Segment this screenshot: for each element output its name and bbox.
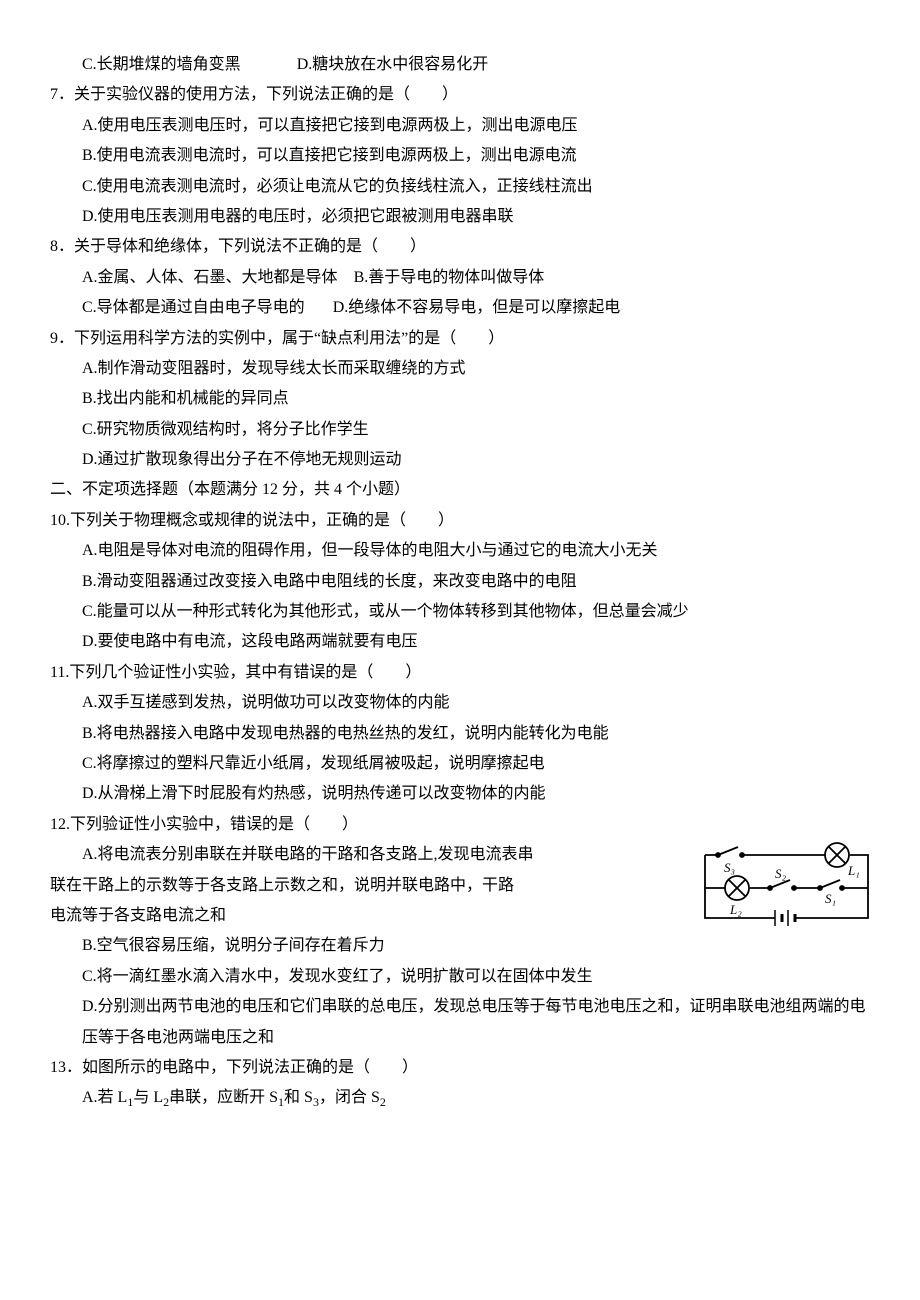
q11-optb: B.将电热器接入电路中发现电热器的电热丝热的发红，说明内能转化为电能 xyxy=(50,719,870,749)
q7-optd: D.使用电压表测用电器的电压时，必须把它跟被测用电器串联 xyxy=(50,202,870,232)
q11-optc: C.将摩擦过的塑料尺靠近小纸屑，发现纸屑被吸起，说明摩擦起电 xyxy=(50,749,870,779)
q10-optb: B.滑动变阻器通过改变接入电路中电阻线的长度，来改变电路中的电阻 xyxy=(50,567,870,597)
label-l2: L₂ xyxy=(729,902,742,917)
label-s1: S₁ xyxy=(825,891,836,906)
q9-optb: B.找出内能和机械能的异同点 xyxy=(50,384,870,414)
q10-opta: A.电阻是导体对电流的阻碍作用，但一段导体的电阻大小与通过它的电流大小无关 xyxy=(50,536,870,566)
q7-optc: C.使用电流表测电流时，必须让电流从它的负接线柱流入，正接线柱流出 xyxy=(50,172,870,202)
q8-optc-text: C.导体都是通过自由电子导电的 xyxy=(82,299,305,316)
q12-optc: C.将一滴红墨水滴入清水中，发现水变红了，说明扩散可以在固体中发生 xyxy=(50,962,870,992)
q12-figure-block: S₃ S₂ S₁ L₁ L₂ A.将电流表分别串联在并联电路的干路和各支路上,发… xyxy=(50,840,870,931)
circuit-diagram: S₃ S₂ S₁ L₁ L₂ xyxy=(690,840,880,930)
label-s2: S₂ xyxy=(775,866,787,881)
q13-opta: A.若 L1与 L2串联，应断开 S1和 S3，闭合 S2 xyxy=(50,1083,870,1114)
q9-optd: D.通过扩散现象得出分子在不停地无规则运动 xyxy=(50,445,870,475)
q12-stem: 12.下列验证性小实验中，错误的是（ ） xyxy=(50,810,870,840)
label-l1: L₁ xyxy=(847,863,860,878)
q7-optb: B.使用电流表测电流时，可以直接把它接到电源两极上，测出电源电流 xyxy=(50,141,870,171)
q8-optcd: C.导体都是通过自由电子导电的 D.绝缘体不容易导电，但是可以摩擦起电 xyxy=(50,293,870,323)
q9-optc: C.研究物质微观结构时，将分子比作学生 xyxy=(50,415,870,445)
section-2-title: 二、不定项选择题（本题满分 12 分，共 4 个小题） xyxy=(50,475,870,505)
q12-optb: B.空气很容易压缩，说明分子间存在着斥力 xyxy=(50,931,870,961)
label-s3: S₃ xyxy=(724,860,735,875)
q8-optb-text: B.善于导电的物体叫做导体 xyxy=(354,269,545,286)
q9-stem: 9．下列运用科学方法的实例中，属于“缺点利用法”的是（ ） xyxy=(50,324,870,354)
q8-opta-text: A.金属、人体、石墨、大地都是导体 xyxy=(82,269,338,286)
q9-opta: A.制作滑动变阻器时，发现导线太长而采取缠绕的方式 xyxy=(50,354,870,384)
q8-stem: 8．关于导体和绝缘体，下列说法不正确的是（ ） xyxy=(50,232,870,262)
q7-stem: 7．关于实验仪器的使用方法，下列说法正确的是（ ） xyxy=(50,80,870,110)
q11-opta: A.双手互搓感到发热，说明做功可以改变物体的内能 xyxy=(50,688,870,718)
q11-optd: D.从滑梯上滑下时屁股有灼热感，说明热传递可以改变物体的内能 xyxy=(50,779,870,809)
q6-option-c-d: C.长期堆煤的墙角变黑 D.糖块放在水中很容易化开 xyxy=(50,50,870,80)
q10-optc: C.能量可以从一种形式转化为其他形式，或从一个物体转移到其他物体，但总量会减少 xyxy=(50,597,870,627)
q7-opta: A.使用电压表测电压时，可以直接把它接到电源两极上，测出电源电压 xyxy=(50,111,870,141)
q8-optab: A.金属、人体、石墨、大地都是导体 B.善于导电的物体叫做导体 xyxy=(50,263,870,293)
q10-optd: D.要使电路中有电流，这段电路两端就要有电压 xyxy=(50,627,870,657)
q11-stem: 11.下列几个验证性小实验，其中有错误的是（ ） xyxy=(50,658,870,688)
q6-optd-text: D.糖块放在水中很容易化开 xyxy=(297,56,489,73)
q6-optc-text: C.长期堆煤的墙角变黑 xyxy=(82,56,241,73)
q8-optd-text: D.绝缘体不容易导电，但是可以摩擦起电 xyxy=(333,299,621,316)
q12-optd: D.分别测出两节电池的电压和它们串联的总电压，发现总电压等于每节电池电压之和，证… xyxy=(50,992,870,1053)
q13-stem: 13．如图所示的电路中，下列说法正确的是（ ） xyxy=(50,1053,870,1083)
q10-stem: 10.下列关于物理概念或规律的说法中，正确的是（ ） xyxy=(50,506,870,536)
